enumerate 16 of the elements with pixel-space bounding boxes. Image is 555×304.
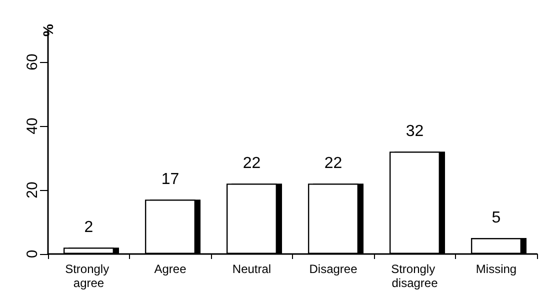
y-tick-label: 0 (24, 250, 41, 258)
x-tick-label: Strongly disagree (391, 262, 438, 290)
y-tick-label: 40 (24, 118, 41, 134)
y-tick-label: 20 (24, 182, 41, 198)
data-label: 2 (84, 219, 94, 236)
x-tick-label: Disagree (309, 262, 358, 276)
x-tick-label: Neutral (232, 262, 272, 276)
x-tick-label: Missing (476, 262, 517, 276)
x-tick-label: Agree (154, 262, 187, 276)
data-label: 17 (161, 171, 180, 188)
data-label: 32 (406, 123, 424, 140)
y-tick-label: 60 (24, 54, 41, 70)
data-label: 5 (492, 210, 501, 226)
data-label: 22 (324, 155, 342, 172)
x-tick-label: Strongly agree (65, 262, 112, 290)
data-label: 22 (242, 155, 261, 172)
